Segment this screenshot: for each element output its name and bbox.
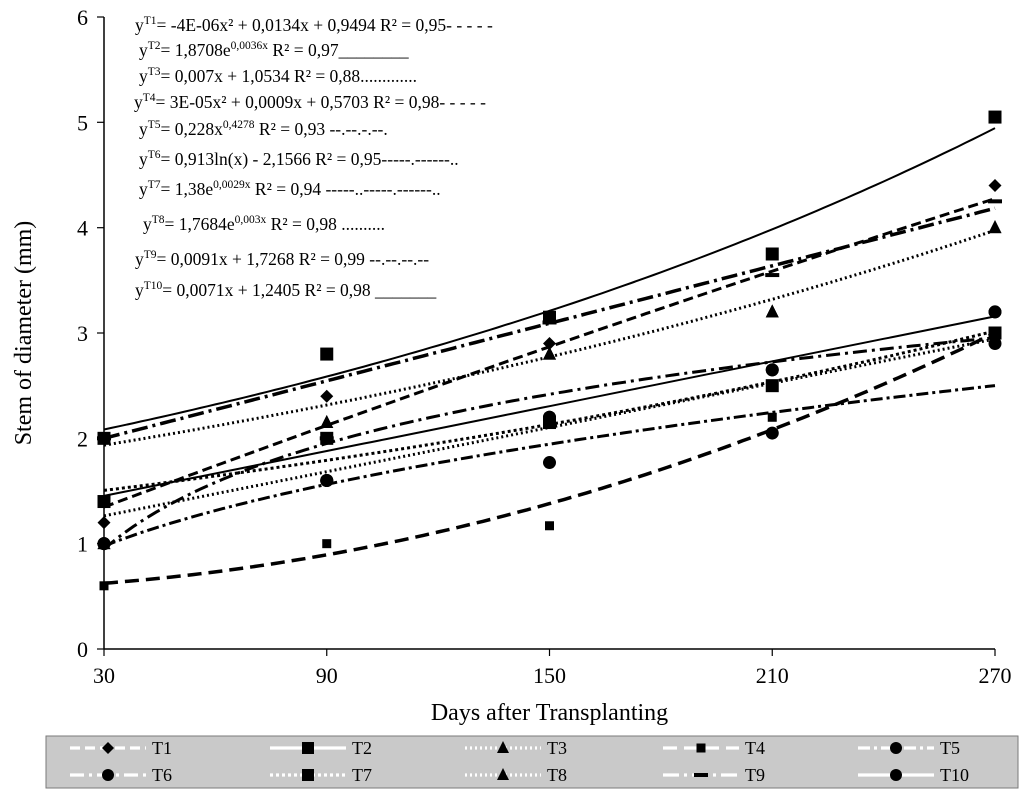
point-t10-150 — [543, 410, 556, 424]
y-tick-label: 3 — [77, 321, 88, 346]
legend-label-t10: T10 — [940, 765, 969, 785]
legend-label-t5: T5 — [940, 738, 960, 758]
y-axis: 0 1 2 3 4 5 6 — [77, 5, 104, 662]
legend-label-t4: T4 — [745, 738, 765, 758]
equation-t5: yT5= 0,228x0,4278 R² = 0,93 --.--.-.--. — [139, 119, 388, 139]
point-t1-30 — [97, 516, 111, 530]
point-t7-150 — [543, 310, 556, 324]
legend-label-t3: T3 — [547, 738, 567, 758]
trendline-t3 — [103, 337, 996, 518]
x-tick-label: 210 — [756, 663, 789, 688]
point-t2-270 — [988, 326, 1002, 340]
legend-marker-t9 — [694, 773, 708, 777]
y-tick-label: 2 — [77, 426, 88, 451]
equation-block: yT1= -4E-06x² + 0,0134x + 0,9494 R² = 0,… — [134, 15, 493, 300]
point-t8-270 — [988, 220, 1002, 234]
trendline-t8 — [103, 228, 996, 447]
y-tick-label: 0 — [77, 637, 88, 662]
equation-t1: yT1= -4E-06x² + 0,0134x + 0,9494 R² = 0,… — [135, 15, 493, 35]
equation-t2: yT2= 1,8708e0,0036x R² = 0,97________ — [139, 40, 409, 60]
legend-marker-t2 — [302, 742, 314, 754]
equation-t3: yT3= 0,007x + 1,0534 R² = 0,88..........… — [139, 66, 417, 86]
y-tick-label: 4 — [77, 216, 88, 241]
point-t7-270 — [988, 110, 1002, 124]
legend-label-t7: T7 — [352, 765, 372, 785]
point-t2-30 — [97, 495, 111, 509]
equation-t4: yT4= 3E-05x² + 0,0009x + 0,5703 R² = 0,9… — [134, 92, 486, 112]
equation-t10: yT10= 0,0071x + 1,2405 R² = 0,98 _______ — [135, 280, 437, 300]
legend-label-t8: T8 — [547, 765, 567, 785]
legend-marker-t5 — [890, 742, 902, 754]
point-t5-210 — [765, 426, 779, 440]
legend-label-t9: T9 — [745, 765, 765, 785]
point-t4-90 — [322, 539, 332, 549]
trendline-t5 — [103, 384, 996, 548]
point-t10-30 — [97, 537, 111, 551]
legend-marker-t7 — [302, 769, 314, 781]
x-tick-label: 90 — [316, 663, 338, 688]
point-t7-90 — [320, 347, 334, 361]
point-t5-150 — [543, 456, 556, 470]
equation-t7: yT7= 1,38e0,0029x R² = 0,94 -----..-----… — [139, 179, 441, 199]
point-t9-90 — [319, 436, 334, 441]
x-tick-label: 30 — [93, 663, 115, 688]
trendline-t6 — [103, 336, 996, 551]
point-t9-30 — [97, 436, 111, 441]
point-t9-210 — [765, 273, 780, 278]
trendline-t4 — [103, 331, 996, 585]
x-axis-title: Days after Transplanting — [431, 700, 668, 726]
y-tick-label: 1 — [77, 532, 88, 557]
y-tick-label: 6 — [77, 5, 88, 30]
point-t4-210 — [767, 412, 777, 422]
point-t4-150 — [545, 521, 554, 531]
x-axis: 30 90 150 210 270 — [93, 649, 1012, 688]
point-t8-210 — [765, 304, 779, 318]
legend-marker-t8 — [497, 768, 509, 780]
legend-marker-t3 — [497, 741, 509, 753]
data-points — [97, 110, 1002, 591]
point-t4-30 — [99, 581, 109, 591]
point-t10-210 — [765, 363, 779, 377]
trendline-t10 — [103, 315, 996, 497]
legend-marker-t10 — [890, 769, 902, 781]
legend-marker-t1 — [102, 742, 114, 754]
x-tick-label: 270 — [979, 663, 1012, 688]
point-t9-270 — [988, 199, 1002, 204]
point-t7-210 — [765, 247, 779, 261]
y-axis-title: Stem of diameter (mm) — [11, 221, 37, 446]
legend: T1 T2 T3 T4 T5 T6 T7 T8 T9 T10 — [70, 738, 969, 785]
legend-marker-t6 — [102, 769, 114, 781]
point-t10-90 — [320, 473, 334, 487]
trendline-t9 — [103, 206, 996, 441]
point-t8-90 — [320, 415, 334, 429]
equation-t6: yT6= 0,913ln(x) - 2,1566 R² = 0,95-----.… — [139, 149, 459, 169]
point-t1-150 — [543, 337, 556, 351]
point-t8-150 — [543, 346, 556, 360]
equation-t8: yT8= 1,7684e0,003x R² = 0,98 .......... — [143, 214, 385, 234]
legend-label-t6: T6 — [152, 765, 172, 785]
point-t2-210 — [765, 379, 779, 393]
point-t9-150 — [542, 320, 557, 325]
point-t1-90 — [320, 389, 334, 403]
legend-label-t2: T2 — [352, 738, 372, 758]
point-t1-270 — [988, 179, 1002, 193]
trendline-t2 — [103, 127, 996, 431]
legend-label-t1: T1 — [152, 738, 172, 758]
legend-marker-t4 — [696, 743, 706, 753]
legend-box — [45, 735, 1019, 789]
equation-t9: yT9= 0,0091x + 1,7268 R² = 0,99 --.--.--… — [135, 249, 429, 269]
point-t5-270 — [988, 337, 1002, 351]
point-t10-270 — [988, 305, 1002, 319]
y-tick-label: 5 — [77, 110, 88, 135]
x-tick-label: 150 — [533, 663, 566, 688]
